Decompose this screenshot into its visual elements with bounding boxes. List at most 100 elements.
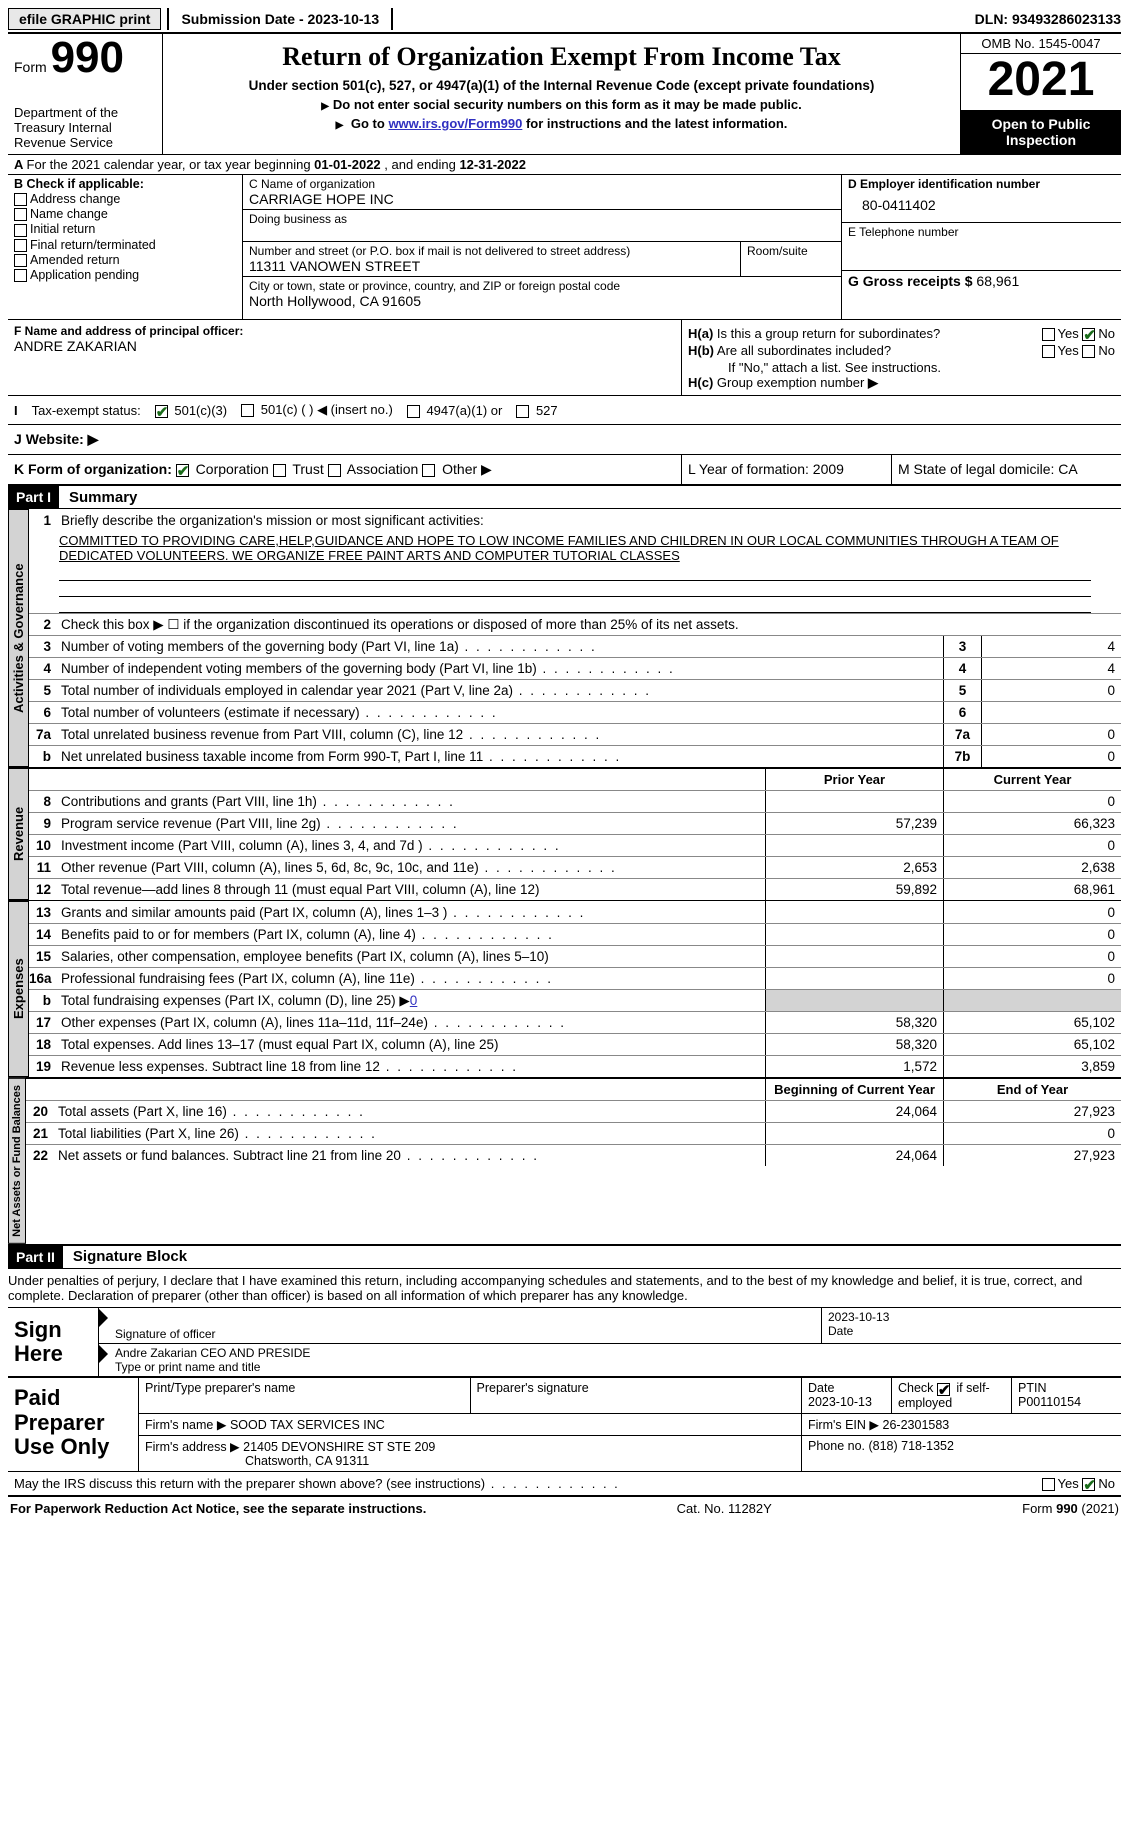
l7b: Net unrelated business taxable income fr…: [57, 747, 943, 766]
c8: 0: [943, 791, 1121, 812]
topbar: efile GRAPHIC print Submission Date - 20…: [8, 8, 1121, 30]
revenue-section: Revenue Prior YearCurrent Year 8Contribu…: [8, 767, 1121, 900]
ha-no-lbl: No: [1098, 326, 1115, 341]
sig-date-label: Date: [828, 1324, 1115, 1338]
department: Department of the Treasury Internal Reve…: [14, 105, 156, 150]
omb-number: OMB No. 1545-0047: [961, 34, 1121, 54]
p12: 59,892: [765, 879, 943, 900]
c15: 0: [943, 946, 1121, 967]
chk-501c3[interactable]: [155, 405, 168, 418]
b-o1: Address change: [30, 192, 120, 206]
a-text-a: For the 2021 calendar year, or tax year …: [27, 157, 315, 172]
chk-initial-return[interactable]: [14, 224, 27, 237]
c16b: [943, 990, 1121, 1011]
col-c: C Name of organization CARRIAGE HOPE INC…: [243, 175, 841, 319]
form-word: Form: [14, 59, 47, 75]
c13: 0: [943, 901, 1121, 923]
chk-app-pending[interactable]: [14, 269, 27, 282]
p16b: [765, 990, 943, 1011]
chk-501c[interactable]: [241, 404, 254, 417]
prep-name-label: Print/Type preparer's name: [138, 1378, 470, 1412]
hc-text: Group exemption number: [717, 375, 864, 390]
chk-trust[interactable]: [273, 464, 286, 477]
l10: Investment income (Part VIII, column (A)…: [57, 836, 765, 855]
c19: 3,859: [943, 1056, 1121, 1077]
chk-address-change[interactable]: [14, 193, 27, 206]
officer-name: ANDRE ZAKARIAN: [14, 338, 675, 354]
i-o1: 501(c)(3): [174, 403, 227, 418]
ha-yes-lbl: Yes: [1058, 326, 1079, 341]
preparer-row: Paid Preparer Use Only Print/Type prepar…: [8, 1376, 1121, 1470]
v5: 0: [981, 680, 1121, 701]
hdr-current: Current Year: [943, 769, 1121, 790]
row-klm: K Form of organization: Corporation Trus…: [8, 454, 1121, 484]
org-name: CARRIAGE HOPE INC: [249, 191, 835, 207]
c11: 2,638: [943, 857, 1121, 878]
gross-label: G Gross receipts $: [848, 273, 973, 289]
chk-name-change[interactable]: [14, 208, 27, 221]
chk-527[interactable]: [516, 405, 529, 418]
net-assets-section: Net Assets or Fund Balances Beginning of…: [8, 1077, 1121, 1244]
firm-ein-label: Firm's EIN ▶: [808, 1418, 879, 1432]
chk-corp[interactable]: [176, 464, 189, 477]
l17: Other expenses (Part IX, column (A), lin…: [57, 1013, 765, 1032]
ha-no[interactable]: [1082, 328, 1095, 341]
type-name-label: Type or print name and title: [115, 1360, 1115, 1374]
row-bcdeg: B Check if applicable: Address change Na…: [8, 174, 1121, 319]
addr-label: Number and street (or P.O. box if mail i…: [249, 244, 734, 258]
v4: 4: [981, 658, 1121, 679]
hb-yes[interactable]: [1042, 345, 1055, 358]
ein-value: 80-0411402: [848, 191, 1115, 213]
chk-final-return[interactable]: [14, 239, 27, 252]
tab-net-assets: Net Assets or Fund Balances: [8, 1078, 26, 1244]
c16a: 0: [943, 968, 1121, 989]
p14: [765, 924, 943, 945]
hb-no[interactable]: [1082, 345, 1095, 358]
v7a: 0: [981, 724, 1121, 745]
chk-self-employed[interactable]: [937, 1383, 950, 1396]
form-number: 990: [51, 33, 124, 82]
chk-assoc[interactable]: [328, 464, 341, 477]
form-title: Return of Organization Exempt From Incom…: [169, 42, 954, 72]
c22: 27,923: [943, 1145, 1121, 1166]
l4: Number of independent voting members of …: [57, 659, 943, 678]
i-o3: 4947(a)(1) or: [426, 403, 502, 418]
prep-date-label: Date: [808, 1381, 834, 1395]
sign-here-row: Sign Here Signature of officer 2023-10-1…: [8, 1307, 1121, 1376]
officer-name-title: Andre Zakarian CEO AND PRESIDE: [115, 1346, 1115, 1360]
p15: [765, 946, 943, 967]
city-state-zip: North Hollywood, CA 91605: [249, 293, 835, 309]
chk-4947[interactable]: [407, 405, 420, 418]
l21: Total liabilities (Part X, line 26): [54, 1124, 765, 1143]
l6: Total number of volunteers (estimate if …: [57, 703, 943, 722]
b-o3: Initial return: [30, 222, 95, 236]
ha-yes[interactable]: [1042, 328, 1055, 341]
l15: Salaries, other compensation, employee b…: [57, 947, 765, 966]
a-begin: 01-01-2022: [314, 157, 381, 172]
l16a: Professional fundraising fees (Part IX, …: [57, 969, 765, 988]
v3: 4: [981, 636, 1121, 657]
sign-here-label: Sign Here: [8, 1308, 98, 1376]
k-o4: Other ▶: [442, 461, 492, 477]
may-yes[interactable]: [1042, 1478, 1055, 1491]
hdr-begin: Beginning of Current Year: [765, 1079, 943, 1100]
gross-value: 68,961: [976, 273, 1019, 289]
l3: Number of voting members of the governin…: [57, 637, 943, 656]
firm-name-val: SOOD TAX SERVICES INC: [230, 1418, 385, 1432]
chk-other[interactable]: [422, 464, 435, 477]
l22: Net assets or fund balances. Subtract li…: [54, 1146, 765, 1165]
may-no[interactable]: [1082, 1478, 1095, 1491]
b-o4: Final return/terminated: [30, 238, 156, 252]
l7a: Total unrelated business revenue from Pa…: [57, 725, 943, 744]
b-o6: Application pending: [30, 268, 139, 282]
may-yes-lbl: Yes: [1058, 1476, 1079, 1491]
state-domicile: M State of legal domicile: CA: [891, 455, 1121, 484]
p11: 2,653: [765, 857, 943, 878]
l16b-link[interactable]: 0: [410, 993, 418, 1008]
chk-amended[interactable]: [14, 254, 27, 267]
prep-date-val: 2023-10-13: [808, 1395, 872, 1409]
v6: [981, 702, 1121, 723]
efile-button[interactable]: efile GRAPHIC print: [8, 8, 161, 30]
irs-link[interactable]: www.irs.gov/Form990: [388, 116, 522, 131]
k-o1: Corporation: [196, 461, 269, 477]
